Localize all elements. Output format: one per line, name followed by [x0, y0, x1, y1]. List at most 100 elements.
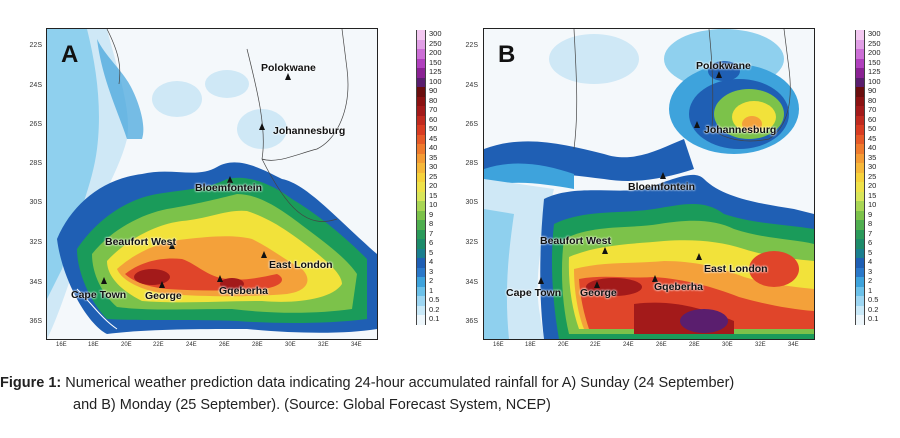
colorbar-segment [855, 182, 865, 192]
city-marker [716, 71, 722, 78]
colorbar-label: 150 [429, 57, 442, 67]
colorbar-label: 60 [868, 114, 877, 124]
y-tick-label: 28S [465, 160, 478, 167]
colorbar-label: 60 [429, 114, 438, 124]
colorbar-segment [855, 77, 865, 88]
colorbar-segment [855, 286, 865, 297]
colorbar-segment [855, 258, 865, 268]
colorbar-label: 6 [868, 238, 873, 247]
colorbar-label: 100 [429, 76, 442, 86]
colorbar-segment [855, 201, 865, 211]
colorbar-label: 9 [868, 209, 873, 219]
colorbar-segment [416, 115, 426, 126]
colorbar-segment [855, 305, 865, 316]
colorbar-segment [416, 248, 426, 259]
x-tick-label: 30E [722, 342, 733, 348]
x-tick-label: 26E [219, 342, 230, 348]
colorbar-segment [416, 286, 426, 297]
city-label: Beaufort West [540, 235, 611, 247]
y-tick-label: 22S [29, 42, 42, 49]
colorbar-segment [855, 296, 865, 306]
colorbar-label: 20 [429, 181, 438, 190]
city-label: Cape Town [71, 289, 127, 301]
city-marker [285, 73, 291, 80]
colorbar-segment [855, 191, 865, 202]
colorbar-segment [416, 30, 426, 40]
rainfall-map-b: B Polokwane Johannesburg Bloemfontein Be… [483, 28, 815, 340]
colorbar-segment [855, 134, 865, 145]
colorbar-segment [855, 153, 865, 164]
colorbar-label: 15 [429, 190, 438, 200]
colorbar-segment [416, 315, 426, 325]
colorbar-segment [416, 125, 426, 135]
colorbar-segment [416, 77, 426, 88]
colorbar-label: 300 [868, 29, 881, 38]
x-tick-label: 22E [153, 342, 164, 348]
colorbar-segment [855, 106, 865, 116]
x-tick-label: 28E [689, 342, 700, 348]
city-marker [101, 277, 107, 284]
x-tick-label: 22E [590, 342, 601, 348]
caption-label: Figure 1: [0, 375, 62, 391]
x-tick-label: 32E [318, 342, 329, 348]
colorbar-segment [416, 68, 426, 78]
colorbar-label: 125 [868, 67, 881, 76]
colorbar-segment [416, 144, 426, 154]
colorbar-label: 100 [868, 76, 881, 86]
colorbar-label: 5 [868, 247, 873, 257]
colorbar-segment [416, 191, 426, 202]
city-marker [169, 242, 175, 249]
x-tick-label: 20E [558, 342, 569, 348]
caption-line-1: Figure 1: Numerical weather prediction d… [0, 372, 900, 394]
caption-text-1: Numerical weather prediction data indica… [61, 375, 735, 391]
x-tick-label: 26E [656, 342, 667, 348]
y-tick-label: 30S [29, 199, 42, 206]
x-tick-label: 32E [755, 342, 766, 348]
colorbar-label: 3 [868, 266, 873, 276]
colorbar-segment [855, 144, 865, 154]
x-tick-label: 30E [285, 342, 296, 348]
city-label: East London [704, 263, 768, 275]
colorbar-label: 10 [868, 200, 877, 209]
city-label: Gqeberha [219, 285, 269, 297]
x-tick-label: 20E [121, 342, 132, 348]
colorbar-label: 40 [868, 143, 877, 152]
y-tick-label: 34S [465, 279, 478, 286]
colorbar-label: 0.5 [429, 295, 440, 304]
colorbar-label: 70 [868, 105, 877, 114]
figure-caption: Figure 1: Numerical weather prediction d… [0, 372, 900, 416]
colorbar-segment [416, 182, 426, 192]
colorbar-segment [416, 210, 426, 221]
y-tick-label: 30S [465, 199, 478, 206]
y-tick-label: 26S [465, 121, 478, 128]
colorbar-segment [855, 163, 865, 173]
colorbar-segment [416, 153, 426, 164]
colorbar-label: 25 [868, 171, 877, 181]
x-tick-label: 16E [493, 342, 504, 348]
city-label: Polokwane [696, 60, 751, 72]
colorbar-label: 10 [429, 200, 438, 209]
y-tick-label: 36S [29, 318, 42, 325]
x-tick-label: 24E [623, 342, 634, 348]
colorbar-label: 3 [429, 266, 434, 276]
colorbar-segment [855, 58, 865, 69]
y-tick-label: 34S [29, 279, 42, 286]
colorbar-segment [855, 229, 865, 240]
colorbar-segment [416, 58, 426, 69]
colorbar-segment [855, 125, 865, 135]
city-marker [261, 251, 267, 258]
x-tick-label: 16E [56, 342, 67, 348]
y-tick-label: 28S [29, 160, 42, 167]
colorbar-label: 30 [868, 162, 877, 171]
colorbar-label: 250 [868, 38, 881, 48]
colorbar-label: 50 [868, 124, 877, 133]
colorbar-segment [855, 172, 865, 183]
colorbar-segment [855, 49, 865, 59]
y-tick-label: 24S [29, 82, 42, 89]
colorbar-segment [855, 39, 865, 50]
city-label: Gqeberha [654, 281, 704, 293]
caption-line-2: and B) Monday (25 September). (Source: G… [73, 397, 551, 413]
x-tick-label: 24E [186, 342, 197, 348]
colorbar-segment [416, 172, 426, 183]
city-label: Cape Town [506, 287, 562, 299]
